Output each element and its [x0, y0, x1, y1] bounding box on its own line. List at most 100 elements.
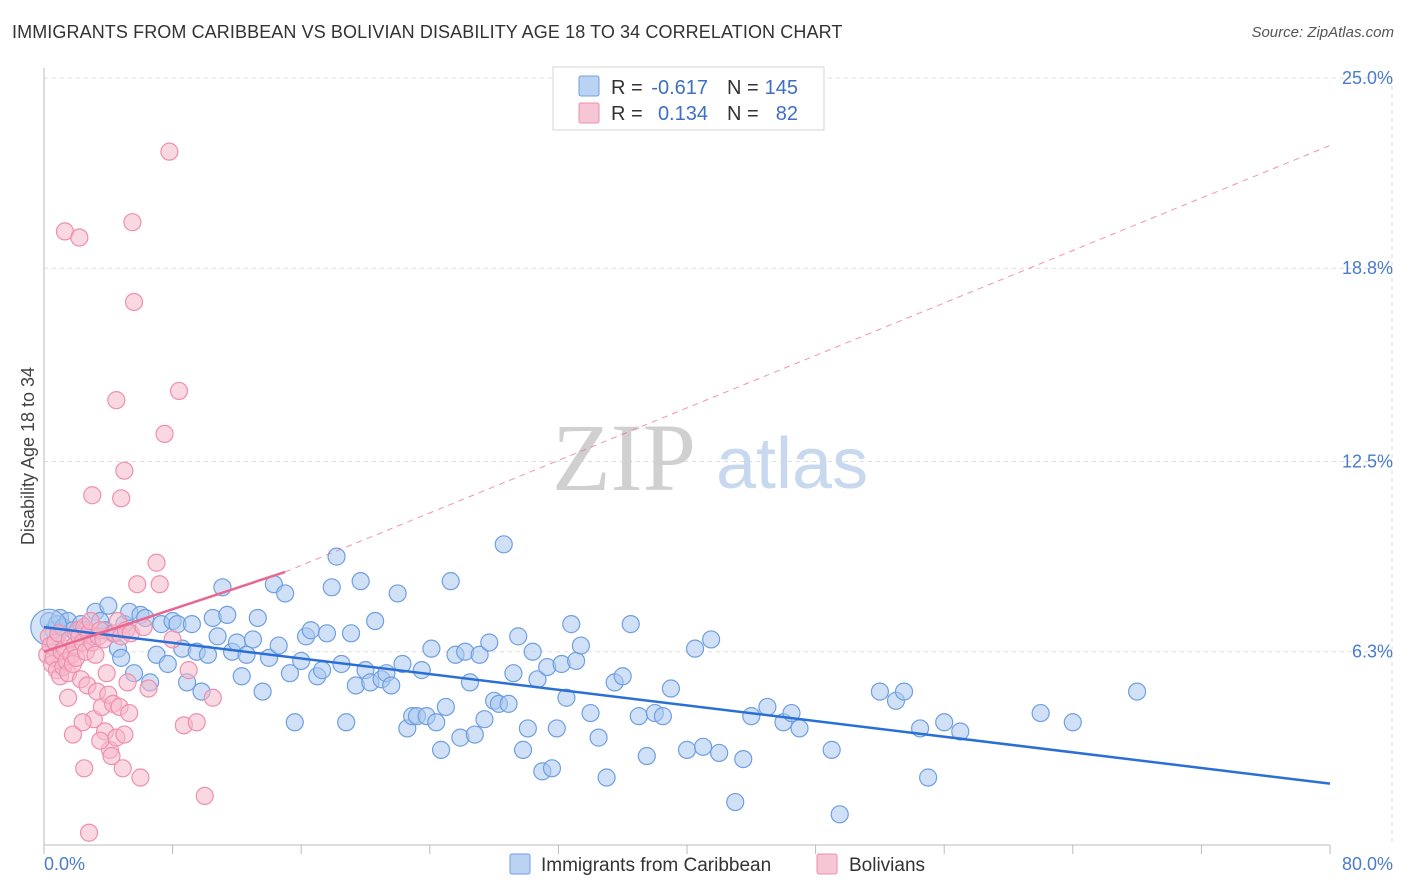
bolivians-trend-line-extended	[284, 145, 1331, 573]
x-tick-label-max: 80.0%	[1342, 854, 1393, 874]
bolivians-point	[163, 630, 182, 649]
caribbean-point	[393, 654, 412, 674]
caribbean-point	[388, 584, 407, 603]
y-tick-label-2: 18.8%	[1342, 258, 1393, 278]
legend-r-value-2: 0.134	[658, 103, 708, 125]
bolivians-point	[91, 731, 110, 750]
bolivians-point	[75, 759, 94, 778]
bolivians-point	[147, 553, 166, 572]
caribbean-point	[504, 664, 523, 683]
bolivians-point	[118, 673, 137, 692]
bolivians-point	[195, 786, 214, 806]
legend-r-label-2: R =	[611, 103, 643, 125]
legend-r-value-1: -0.617	[651, 77, 708, 99]
caribbean-point	[509, 627, 528, 646]
caribbean-point	[436, 697, 455, 717]
bolivians-point	[59, 688, 78, 707]
caribbean-point	[312, 661, 332, 680]
caribbean-point	[465, 725, 484, 744]
caribbean-point	[292, 651, 311, 671]
x-tick-labels: 0.0% 80.0%	[44, 854, 1393, 874]
caribbean-point	[248, 608, 267, 628]
caribbean-point	[158, 654, 177, 674]
caribbean-point	[613, 667, 632, 686]
caribbean-point	[237, 645, 256, 664]
bolivians-point	[73, 713, 92, 732]
caribbean-point	[382, 676, 401, 695]
caribbean-point	[441, 572, 460, 591]
legend-swatch-bolivians	[578, 102, 600, 124]
bolivians-point	[169, 381, 189, 401]
caribbean-point	[710, 743, 729, 763]
caribbean-point	[566, 651, 586, 671]
bolivians-point	[131, 768, 150, 787]
bottom-legend-swatch-caribbean	[509, 853, 531, 875]
caribbean-point	[790, 719, 809, 738]
bottom-legend: Immigrants from Caribbean Bolivians	[509, 853, 925, 876]
bolivians-point	[107, 391, 126, 410]
caribbean-point	[581, 703, 600, 723]
bolivians-trend-line	[43, 570, 286, 653]
caribbean-point	[243, 630, 263, 649]
bolivians-point	[115, 725, 134, 744]
series-caribbean-points	[30, 535, 1147, 824]
caribbean-point	[518, 719, 537, 738]
caribbean-point	[951, 722, 970, 741]
y-tick-label-0: 6.3%	[1352, 642, 1393, 662]
caribbean-point	[653, 707, 672, 726]
caribbean-trend-line	[43, 625, 1331, 785]
caribbean-point	[661, 679, 681, 698]
caribbean-point	[427, 713, 446, 732]
bottom-legend-label-caribbean: Immigrants from Caribbean	[541, 855, 771, 876]
bolivians-point	[203, 688, 222, 707]
caribbean-point	[317, 624, 337, 643]
legend-swatch-caribbean	[578, 75, 600, 97]
caribbean-point	[253, 682, 272, 701]
caribbean-point	[1063, 713, 1082, 732]
caribbean-point	[182, 615, 201, 634]
legend-n-label-1: N =	[727, 77, 759, 99]
legend-r-label-1: R =	[611, 77, 643, 99]
caribbean-point	[637, 746, 656, 766]
watermark: ZIP atlas	[552, 404, 868, 511]
caribbean-point	[422, 639, 441, 658]
caribbean-point	[99, 596, 118, 615]
caribbean-point	[557, 688, 576, 707]
caribbean-point	[513, 740, 533, 759]
caribbean-point	[919, 768, 938, 787]
legend-n-value-2: 82	[776, 103, 798, 125]
bolivians-point	[97, 664, 116, 683]
caribbean-point	[1031, 703, 1050, 723]
caribbean-point	[621, 615, 640, 634]
caribbean-point	[351, 572, 370, 591]
bolivians-point	[63, 725, 83, 744]
caribbean-point	[499, 694, 518, 713]
bolivians-point	[102, 746, 121, 766]
caribbean-point	[589, 728, 608, 747]
caribbean-point	[327, 547, 346, 566]
caribbean-point	[571, 636, 591, 655]
bolivians-point	[123, 213, 142, 232]
caribbean-point	[366, 611, 385, 631]
caribbean-point	[758, 697, 777, 717]
axes	[43, 68, 1331, 854]
caribbean-point	[629, 707, 648, 726]
caribbean-point	[412, 661, 431, 680]
x-tick-label-min: 0.0%	[44, 854, 85, 874]
legend-n-value-1: 145	[765, 77, 798, 99]
caribbean-point	[470, 645, 489, 664]
caribbean-point	[208, 627, 227, 646]
bolivians-point	[115, 461, 134, 480]
legend-n-label-2: N =	[727, 103, 759, 125]
caribbean-point	[280, 664, 300, 683]
caribbean-point	[475, 710, 494, 729]
bottom-legend-label-bolivians: Bolivians	[849, 855, 925, 876]
caribbean-point	[870, 682, 890, 701]
bolivians-point	[124, 292, 144, 312]
caribbean-point	[542, 759, 562, 778]
chart-title: IMMIGRANTS FROM CARIBBEAN VS BOLIVIAN DI…	[12, 22, 843, 42]
top-legend: R = -0.617 N = 145 R = 0.134 N = 82	[552, 66, 825, 131]
caribbean-point	[726, 792, 745, 812]
bolivians-point	[86, 645, 105, 664]
y-tick-label-1: 12.5%	[1342, 452, 1393, 472]
